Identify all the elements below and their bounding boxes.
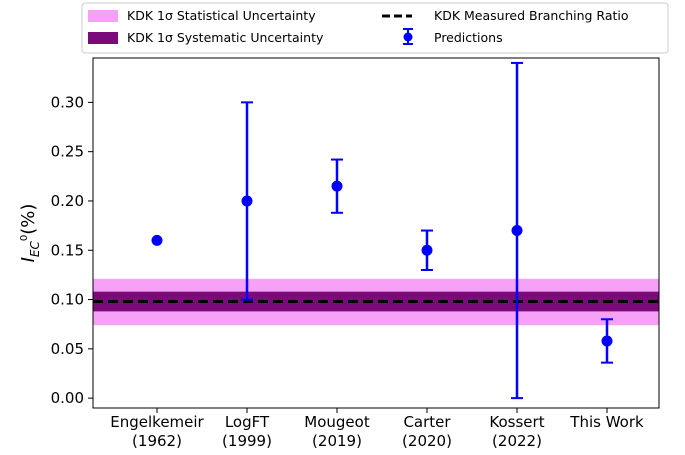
x-tick-label: Mougeot — [304, 413, 370, 431]
y-tick-label: 0.30 — [51, 93, 84, 111]
legend-label-measured: KDK Measured Branching Ratio — [434, 8, 629, 23]
prediction-2 — [331, 158, 343, 214]
prediction-4 — [511, 61, 523, 400]
prediction-0 — [151, 234, 163, 246]
x-tick-label-year: (1999) — [222, 432, 272, 450]
prediction-points — [151, 61, 613, 400]
data-point — [331, 180, 343, 192]
legend-swatch-predictions — [403, 28, 413, 45]
legend-swatch-systematic — [88, 32, 118, 44]
prediction-3 — [421, 229, 433, 271]
data-point — [601, 335, 613, 347]
x-tick-label-year: (2022) — [492, 432, 542, 450]
y-tick-label: 0.20 — [51, 192, 84, 210]
x-tick-label: Carter — [403, 413, 451, 431]
y-axis-label-main: I — [18, 257, 39, 262]
data-point — [151, 234, 163, 246]
y-tick-label: 0.00 — [51, 389, 84, 407]
y-axis: 0.00 0.05 0.10 0.15 0.20 0.25 0.30 — [51, 93, 93, 407]
y-tick-label: 0.15 — [51, 241, 84, 259]
y-axis-label-sub: EC — [28, 241, 42, 258]
plot-frame — [92, 57, 660, 409]
x-tick-label-year: (2020) — [402, 432, 452, 450]
legend-label-predictions: Predictions — [434, 30, 503, 45]
data-point — [421, 244, 433, 256]
legend-swatch-statistical — [88, 10, 118, 22]
prediction-5 — [601, 318, 613, 364]
x-tick-label: Kossert — [489, 413, 544, 431]
x-tick-label: LogFT — [225, 413, 270, 431]
data-point — [511, 225, 523, 237]
legend: KDK 1σ Statistical Uncertainty KDK 1σ Sy… — [81, 2, 669, 54]
legend-frame — [81, 2, 669, 54]
data-point — [241, 195, 253, 207]
x-axis: Engelkemeir(1962) LogFT(1999) Mougeot(2019… — [110, 408, 644, 450]
legend-label-statistical: KDK 1σ Statistical Uncertainty — [127, 8, 316, 23]
y-axis-label-suffix: (%) — [18, 204, 39, 235]
x-tick-label: Engelkemeir — [110, 413, 204, 431]
y-tick-label: 0.25 — [51, 143, 84, 161]
y-tick-label: 0.05 — [51, 340, 84, 358]
x-tick-label-year: (1962) — [132, 432, 182, 450]
y-tick-label: 0.10 — [51, 291, 84, 309]
legend-label-systematic: KDK 1σ Systematic Uncertainty — [127, 30, 324, 45]
y-axis-label-sup: 0 — [19, 235, 30, 241]
y-axis-label: IEC0(%) — [18, 204, 42, 263]
prediction-1 — [241, 101, 253, 301]
x-tick-label: This Work — [569, 413, 644, 431]
x-tick-label-year: (2019) — [312, 432, 362, 450]
